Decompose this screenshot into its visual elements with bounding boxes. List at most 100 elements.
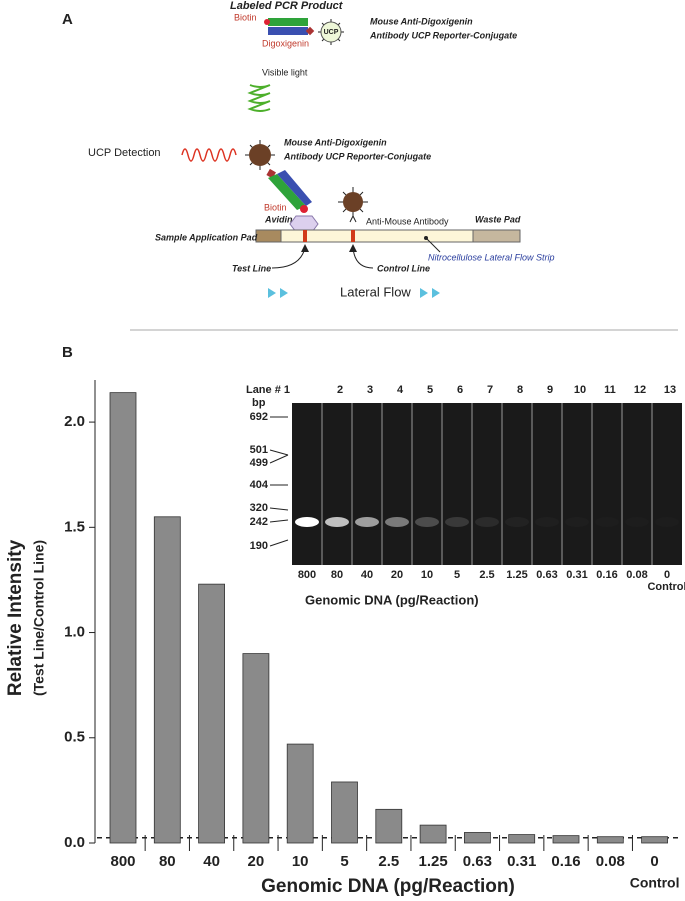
pointer [425,237,441,253]
waste-pad [472,229,521,243]
lane-label: 7 [487,384,493,396]
lane-amount: 5 [454,569,460,581]
x-tick-label: 1.25 [418,853,447,870]
y-tick-label: 0.0 [64,834,85,851]
marker-pointer [269,454,289,464]
x-tick-label: 80 [159,853,176,870]
label: UCP [324,29,339,36]
y-tick-label: 1.5 [64,518,85,535]
chart: Relative Intensity (Test Line/Control Li… [5,380,679,897]
bar [419,824,447,844]
lane-control: Control [647,581,685,593]
label: Antibody UCP Reporter-Conjugate [369,30,517,40]
panel-label: B [62,344,73,361]
lane-label: 10 [574,384,586,396]
arrow [271,247,306,269]
control-line [351,230,355,242]
label: Mouse Anti-Digoxigenin [370,16,473,26]
gel-band [415,517,439,527]
biotin-dot [300,205,308,213]
bar [375,808,403,844]
label: Antibody UCP Reporter-Conjugate [283,151,431,161]
visible-light-wave [247,84,271,112]
sample-pad [255,229,282,243]
ucp-particle [343,192,363,212]
x-tick-label: 0.31 [507,853,536,870]
marker-pointer [269,519,289,523]
excitation-wave [181,148,237,162]
gel-inset: Genomic DNA (pg/Reaction) Lane # 1 2 3 4 5 6 7… [246,384,685,608]
marker-pointer [269,507,289,511]
gel-band [625,517,649,527]
bar [198,583,226,844]
gel-band [355,517,379,527]
lane-label: 8 [517,384,523,396]
lane-label: 9 [547,384,553,396]
dna-strand [268,18,308,26]
marker-label: 501 [250,444,268,456]
lane-amount: 0.08 [626,569,647,581]
lane-amount: 0 [664,569,670,581]
gel-band [655,517,679,527]
lane-label: 2 [337,384,343,396]
x-tick-label: 20 [248,853,265,870]
x-tick-label: 0 [650,853,658,870]
gel-band [295,517,319,527]
lane-label: 3 [367,384,373,396]
control-label: Control [630,875,680,891]
gel-band [505,517,529,527]
marker-label: 242 [250,516,268,528]
x-tick-label: 800 [110,853,135,870]
lane-amount: 40 [361,569,373,581]
marker-label: 320 [250,502,268,514]
label: Control Line [377,263,430,273]
x-tick-label: 0.08 [596,853,625,870]
panel-label: A [62,11,73,28]
x-tick-label: 10 [292,853,309,870]
bar [508,834,536,844]
lane-label: 5 [427,384,433,396]
x-tick-label: 0.63 [463,853,492,870]
label: Visible light [262,67,308,77]
marker-label: 692 [250,411,268,423]
label: Nitrocellulose Lateral Flow Strip [428,252,555,262]
label: Digoxigenin [262,38,309,48]
dig-marker [305,26,315,36]
gel-band [535,517,559,527]
x-tick-label: 0.16 [551,853,580,870]
marker-label: 190 [250,540,268,552]
biotin-dot [264,19,270,25]
lane-amount: 2.5 [479,569,494,581]
y-axis-subtitle: (Test Line/Control Line) [31,540,47,696]
label: Waste Pad [475,214,521,224]
label: Sample Application Pad [155,232,258,242]
gel-band [385,517,409,527]
gel-x-title: Genomic DNA (pg/Reaction) [305,592,479,607]
marker-pointer [269,539,289,547]
lane-header: Lane # 1 [246,384,290,396]
flow-arrows [268,288,440,298]
bar [242,653,270,844]
y-tick-label: 1.0 [64,624,85,641]
label: UCP Detection [88,147,161,159]
label: Mouse Anti-Digoxigenin [284,137,387,147]
marker-label: 404 [250,479,269,491]
lane-label: 13 [664,384,676,396]
gel-band [445,517,469,527]
dna-strand [277,170,312,206]
label: Biotin [234,12,257,22]
y-axis-title: Relative Intensity [5,539,26,696]
bar [463,832,491,844]
label: Lateral Flow [340,284,411,299]
lane-amount: 20 [391,569,403,581]
bar [109,392,137,844]
dna-strand [268,27,308,35]
dna-strand [268,174,306,210]
bar [153,516,181,844]
lane-amount: 0.31 [566,569,587,581]
lane-amount: 0.16 [596,569,617,581]
bar [596,836,624,844]
test-line [303,230,307,242]
gel-band [595,517,619,527]
